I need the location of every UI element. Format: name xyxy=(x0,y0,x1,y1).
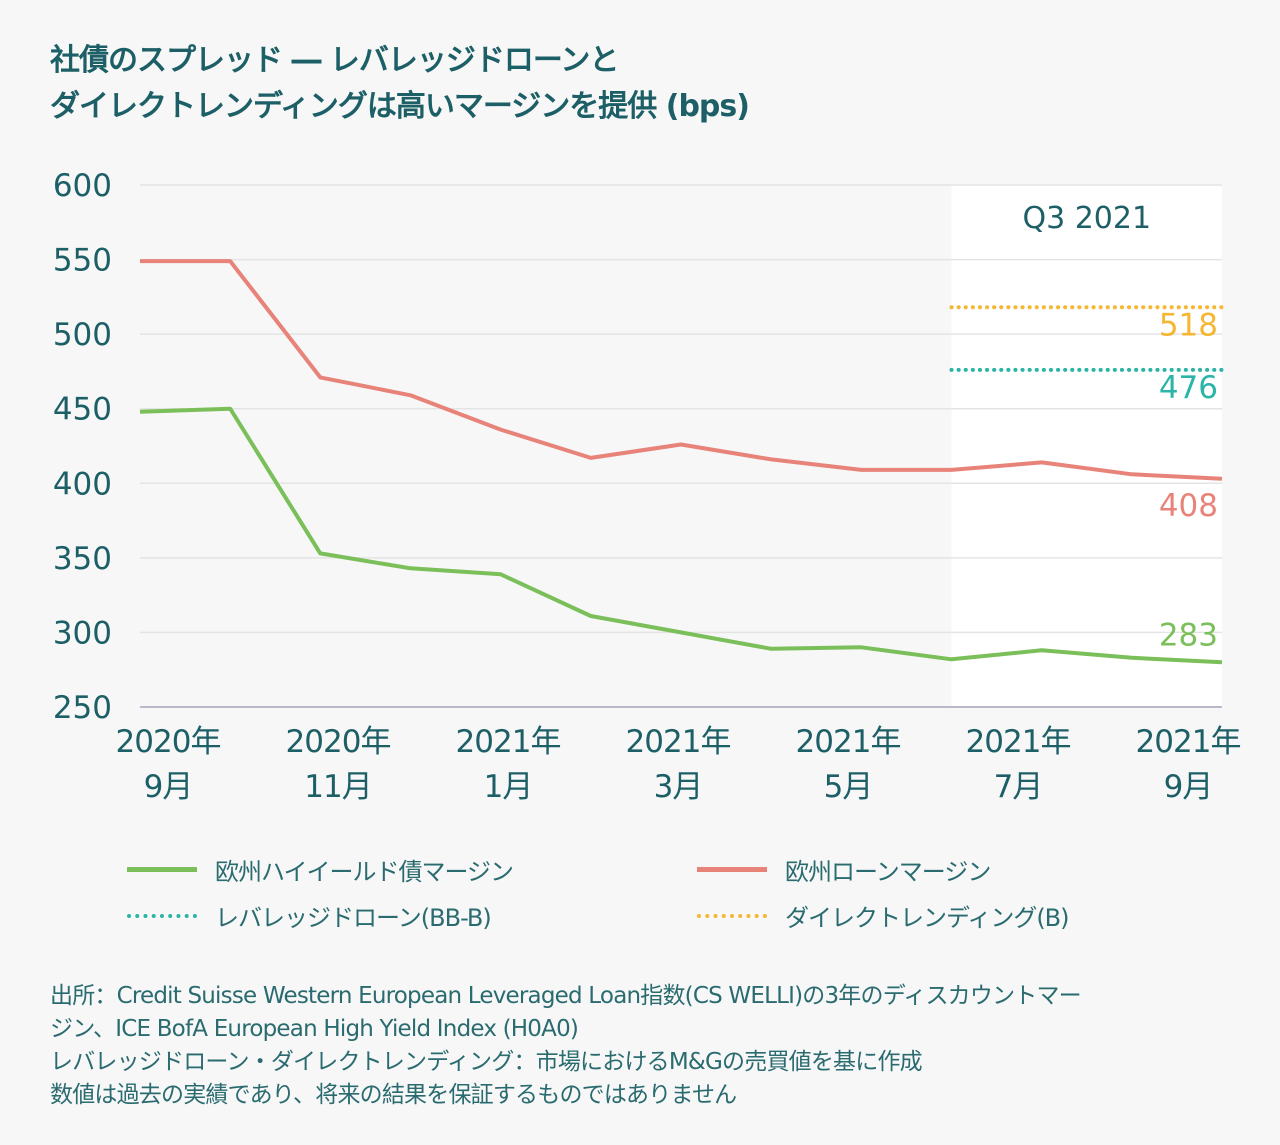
title-line-1: 社債のスプレッド ― レバレッジドローンと xyxy=(50,43,619,78)
chart-title: 社債のスプレッド ― レバレッジドローンと ダイレクトレンディングは高いマージン… xyxy=(50,38,750,130)
note-line: 数値は過去の実績であり、将来の結果を保証するものではありません xyxy=(50,1082,737,1108)
end-label: 476 xyxy=(1159,370,1218,406)
legend-label-hy: 欧州ハイイールド債マージン xyxy=(215,858,514,886)
x-tick-label: 2021年 xyxy=(796,724,901,760)
x-tick-label: 9月 xyxy=(1164,769,1213,805)
legend-item-direct: ダイレクトレンディング(B) xyxy=(697,898,1070,933)
legend-swatch-hy xyxy=(127,867,197,872)
x-tick-label: 2021年 xyxy=(626,724,731,760)
y-tick-label: 550 xyxy=(53,243,112,279)
y-tick-label: 350 xyxy=(53,541,112,577)
x-tick-label: 5月 xyxy=(824,769,873,805)
end-label: 283 xyxy=(1159,617,1218,653)
legend-swatch-loan xyxy=(697,867,767,872)
legend-swatch-leveraged xyxy=(127,913,197,918)
note-line: 出所：Credit Suisse Western European Levera… xyxy=(50,983,1082,1009)
note-line: レバレッジドローン・ダイレクトレンディング：市場におけるM&Gの売買値を基に作成 xyxy=(50,1049,923,1075)
q3-highlight-region xyxy=(951,185,1222,707)
legend-item-leveraged: レバレッジドローン(BB-B) xyxy=(127,898,492,933)
x-tick-label: 2020年 xyxy=(286,724,391,760)
y-tick-label: 400 xyxy=(53,466,112,502)
end-label: 408 xyxy=(1159,488,1218,524)
legend-label-loan: 欧州ローンマージン xyxy=(785,858,991,886)
y-tick-label: 450 xyxy=(53,392,112,428)
legend-label-leveraged: レバレッジドローン(BB-B) xyxy=(215,904,492,932)
x-tick-label: 1月 xyxy=(484,769,533,805)
legend-item-hy: 欧州ハイイールド債マージン xyxy=(127,852,514,887)
end-label: 518 xyxy=(1159,307,1218,343)
x-tick-label: 9月 xyxy=(144,769,193,805)
y-tick-label: 300 xyxy=(53,615,112,651)
x-tick-label: 2021年 xyxy=(966,724,1071,760)
title-line-2: ダイレクトレンディングは高いマージンを提供 (bps) xyxy=(50,89,750,124)
line-chart: Q3 20216005505004504003503002502020年9月20… xyxy=(53,168,1242,805)
x-tick-label: 2021年 xyxy=(1136,724,1241,760)
source-notes: 出所：Credit Suisse Western European Levera… xyxy=(50,980,1082,1112)
y-tick-label: 250 xyxy=(53,690,112,726)
note-line: ジン、ICE BofA European High Yield Index (H… xyxy=(50,1016,579,1042)
x-tick-label: 11月 xyxy=(304,769,371,805)
x-tick-label: 2021年 xyxy=(456,724,561,760)
x-tick-label: 3月 xyxy=(654,769,703,805)
legend-item-loan: 欧州ローンマージン xyxy=(697,852,991,887)
q3-label: Q3 2021 xyxy=(1022,201,1151,236)
legend-label-direct: ダイレクトレンディング(B) xyxy=(785,904,1070,932)
y-tick-label: 500 xyxy=(53,317,112,353)
x-tick-label: 7月 xyxy=(994,769,1043,805)
x-tick-label: 2020年 xyxy=(116,724,221,760)
legend-swatch-direct xyxy=(697,913,767,918)
y-tick-label: 600 xyxy=(53,168,112,204)
